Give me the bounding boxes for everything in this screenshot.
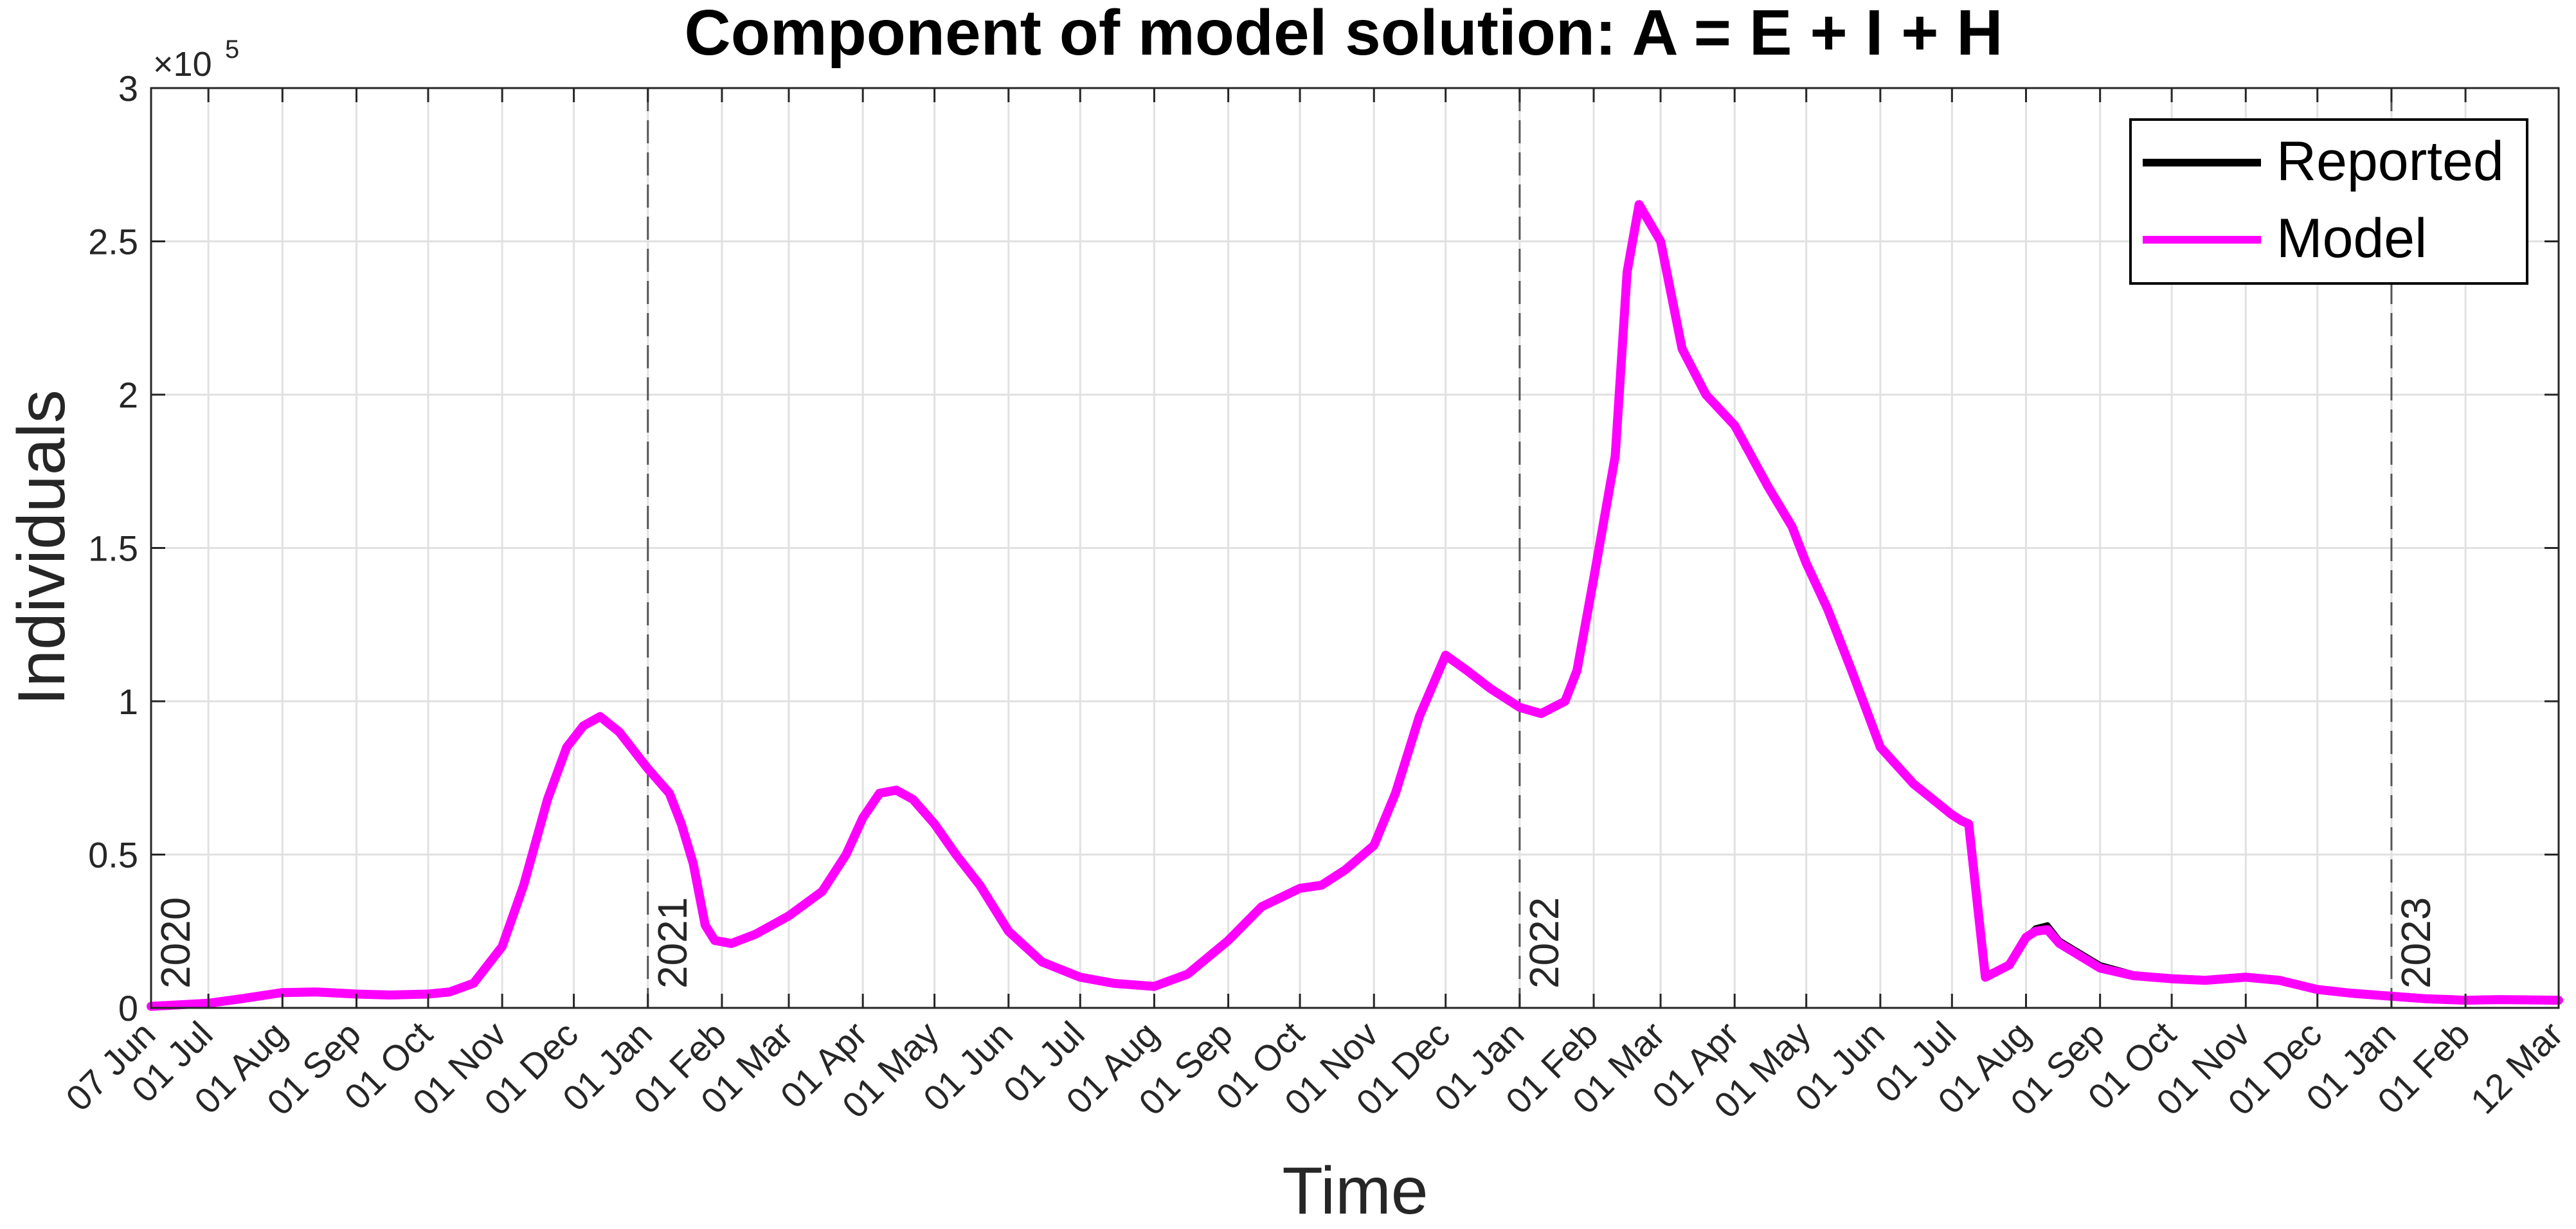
chart-title: Component of model solution: A = E + I +…	[685, 0, 2003, 69]
y-tick-label: 1.5	[88, 528, 138, 569]
y-tick-label: 2	[118, 375, 138, 415]
y-exponent-label: ×10	[153, 45, 212, 84]
year-label: 2022	[1521, 897, 1567, 989]
y-tick-label: 1	[118, 681, 138, 722]
legend-label-reported: Reported	[2276, 130, 2504, 192]
legend: Reported Model	[2129, 118, 2528, 285]
y-exponent-power: 5	[225, 35, 239, 64]
y-tick-label: 2.5	[88, 222, 138, 262]
y-tick-label: 3	[118, 68, 138, 109]
plot-series	[147, 200, 2563, 1011]
x-axis-title: Time	[1282, 1154, 1428, 1228]
y-axis-title: Individuals	[5, 390, 79, 705]
year-label: 2020	[152, 897, 199, 989]
year-label: 2021	[649, 897, 696, 989]
y-tick-label: 0	[118, 988, 138, 1028]
series-line-model	[147, 200, 2563, 1011]
grid	[150, 87, 2560, 1009]
y-axis: 0 0.5 1 1.5 2 2.5 3	[88, 68, 2559, 1028]
year-label: 2023	[2393, 897, 2439, 989]
y-tick-label: 0.5	[88, 835, 138, 875]
legend-label-model: Model	[2276, 208, 2427, 269]
year-markers: 2020 2021 2022 2023	[152, 88, 2439, 1008]
legend-box	[2129, 118, 2528, 285]
